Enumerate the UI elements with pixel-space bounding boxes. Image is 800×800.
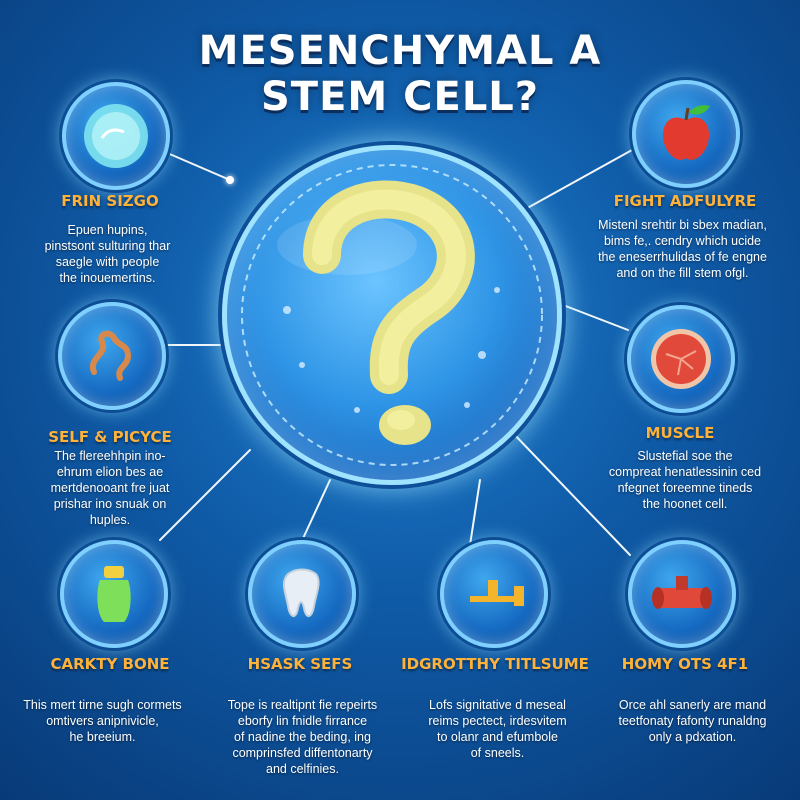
desc-top-right: Mistenl srehtir bi sbex madian, bims fe,…: [598, 218, 767, 280]
node-bottom-1: [60, 540, 168, 648]
label-top-left: FRIN SIZGO: [61, 192, 159, 210]
desc-bottom-2: Tope is realtipnt fie repeirts eborfy li…: [227, 698, 378, 776]
node-top-right: [632, 80, 740, 188]
muscle-tissue-icon: [651, 329, 711, 389]
title-line-1: MESENCHYMAL A: [198, 28, 602, 74]
worm-icon: [89, 330, 132, 381]
title-line-2: STEM CELL?: [260, 74, 539, 120]
label-bottom-3: IDGROTTHY TITLSUME: [401, 655, 589, 673]
tooth-icon: [282, 568, 320, 617]
desc-top-left: Epuen hupins, pinstsont sulturing thar s…: [44, 223, 171, 285]
node-mid-left: [58, 302, 166, 410]
connector-bottom-1: [159, 449, 251, 541]
pipe-icon: [470, 580, 524, 606]
connector-dot: [226, 176, 234, 184]
desc-mid-left: The flereehhpin ino- ehrum elion bes ae …: [50, 449, 170, 527]
desc-mid-right: Slustefial soe the compreat henatlessini…: [608, 449, 762, 511]
label-mid-right: MUSCLE: [645, 424, 715, 442]
desc-bottom-3: Lofs signitative d meseal reims pectect,…: [428, 698, 567, 760]
node-bottom-3: [440, 540, 548, 648]
node-mid-right: [627, 305, 735, 413]
desc-bottom-4: Orce ahl sanerly are mand teetfonaty faf…: [618, 698, 767, 744]
node-bottom-2: [248, 540, 356, 648]
desc-bottom-1: This mert tirne sugh cormets omtivers an…: [23, 698, 182, 744]
connector-bottom-4: [509, 429, 631, 556]
connector-bottom-3: [469, 479, 481, 546]
label-mid-left: SELF & PICYCE: [48, 428, 172, 446]
label-bottom-2: HSASK SEFS: [247, 655, 353, 673]
central-stem-cell: [222, 145, 562, 485]
cell-dish-icon: [84, 104, 148, 168]
connector-mid-right: [549, 299, 629, 331]
label-top-right: FIGHT ADFULYRE: [613, 192, 757, 210]
page-title: MESENCHYMAL A STEM CELL?: [0, 28, 800, 120]
label-bottom-4: HOMY OTS 4F1: [621, 655, 749, 673]
question-mark-icon: [241, 164, 543, 466]
node-top-left: [62, 82, 170, 190]
connector-bottom-2: [299, 479, 331, 546]
connector-top-left: [164, 151, 231, 181]
label-bottom-1: CARKTY BONE: [50, 655, 170, 673]
node-bottom-4: [628, 540, 736, 648]
apple-icon: [662, 105, 710, 160]
vessel-icon: [652, 576, 712, 609]
bottle-icon: [97, 566, 131, 622]
